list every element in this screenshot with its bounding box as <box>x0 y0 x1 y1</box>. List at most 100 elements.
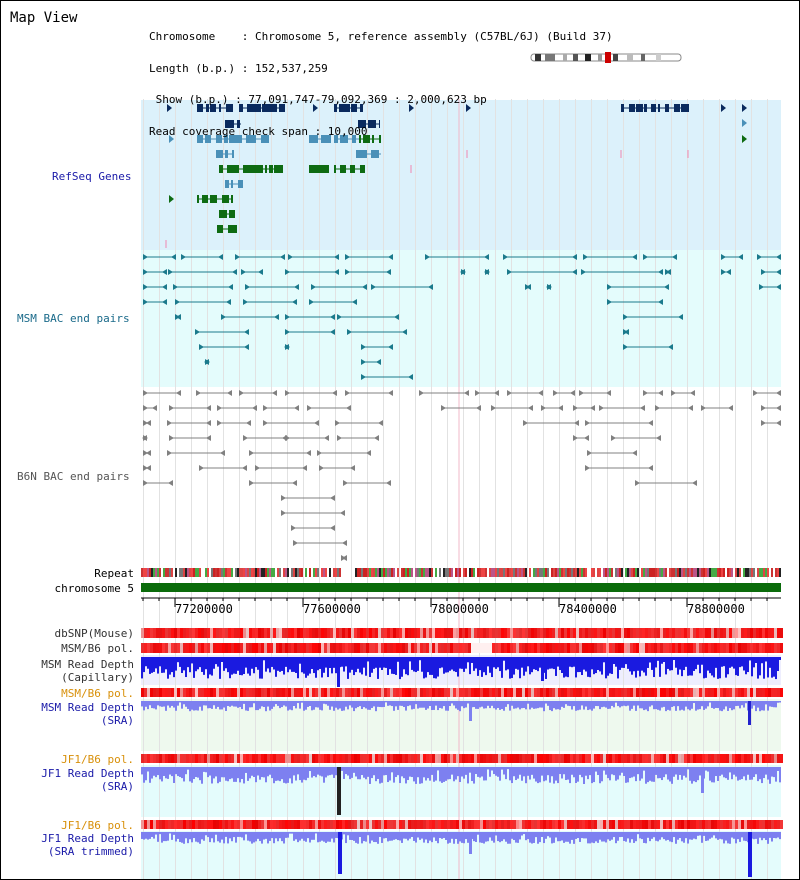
repeat-mark <box>235 568 237 577</box>
jf1-sra-depth-bar <box>629 767 631 779</box>
jf1-sra-depth-bar <box>469 767 471 773</box>
jf1-trim-depth-bar <box>301 832 303 839</box>
dbsnp-track-label[interactable]: dbSNP(Mouse) <box>54 627 134 640</box>
msm-sra-pol-heat <box>288 688 291 697</box>
msm-bac-pair-end <box>245 284 250 290</box>
b6n-bac-pair-end <box>146 465 151 471</box>
repeat-mark <box>617 568 619 577</box>
jf1-trim-depth-bar <box>171 832 173 840</box>
repeat-track-label[interactable]: Repeat <box>94 567 134 580</box>
b6n-bac-pair-end <box>590 405 595 411</box>
msm-cap-depth-bar <box>743 657 745 671</box>
jf1-trim-depth-bar <box>369 832 371 844</box>
jf1-trim-depth-bar <box>739 832 741 842</box>
jf1-sra-depth-bar <box>761 767 763 784</box>
jf1-trim-depth-bar <box>245 832 247 835</box>
msm-cap-depth-bar <box>733 657 735 669</box>
msm-pol-heat <box>333 643 336 653</box>
msm-cap-depth-bar <box>717 657 719 679</box>
jf1-pol-heat <box>708 754 711 763</box>
repeat-mark <box>775 568 777 577</box>
msm-cap-depth-label[interactable]: MSM Read Depth <box>41 658 134 671</box>
jf1-trim-pol-heat <box>687 820 690 829</box>
msm-sra-depth-bar <box>463 701 465 709</box>
jf1-sra-depth-bar <box>623 767 625 776</box>
b6n-bac-pair-end <box>272 390 277 396</box>
jf1-sra-depth-bar <box>517 767 519 779</box>
jf1-pol-heat <box>342 754 345 763</box>
jf1-trim-depth-bar <box>181 832 183 843</box>
jf1-sra-depth-bar <box>217 767 219 784</box>
msm-cap-depth-bar <box>235 657 237 674</box>
jf1-trim-depth-bar <box>477 832 479 835</box>
jf1-trim-pol-heat <box>591 820 594 829</box>
msm-sra-depth-bar <box>251 701 253 708</box>
jf1-trim-depth-bar <box>205 832 207 836</box>
jf1-trim-pol-heat <box>750 820 753 829</box>
jf1-trim-depth-bar <box>643 832 645 843</box>
dbsnp-heat <box>348 628 351 638</box>
msm-bac-track-label[interactable]: MSM BAC end pairs <box>17 312 130 325</box>
dbsnp-heat <box>432 628 435 638</box>
jf1-pol-heat <box>405 754 408 763</box>
b6n-bac-pair-end <box>475 390 480 396</box>
jf1-sra-depth-bar <box>313 767 315 777</box>
msm-sra-depth-bar <box>715 701 717 708</box>
dbsnp-heat <box>330 628 333 638</box>
msm-cap-depth-bar <box>533 657 535 670</box>
repeat-mark <box>701 568 703 577</box>
jf1-b6-pol-trim-label[interactable]: JF1/B6 pol. <box>61 819 134 832</box>
dbsnp-heat <box>684 628 687 638</box>
jf1-trim-pol-heat <box>321 820 324 829</box>
jf1-trim-pol-heat <box>765 820 768 829</box>
jf1-trim-depth-bar <box>701 832 703 843</box>
dbsnp-heat <box>726 628 729 638</box>
jf1-sra-depth-bar <box>325 767 327 778</box>
jf1-sra-depth-bar <box>335 767 337 776</box>
msm-cap-depth-bar <box>263 657 265 661</box>
length-info: Length (b.p.) : 152,537,259 <box>149 61 328 75</box>
repeat-mark <box>411 568 413 577</box>
msm-pol-heat <box>456 643 459 653</box>
jf1-sra-depth-bar <box>287 767 289 783</box>
jf1-trim-depth-bar <box>193 832 195 839</box>
jf1-sra-depth-label[interactable]: JF1 Read Depth <box>41 767 134 780</box>
jf1-trim-depth-bar <box>185 832 187 839</box>
msm-bac-pair-end <box>757 254 762 260</box>
msm-cap-depth-bar <box>401 657 403 677</box>
jf1-trim-pol-heat <box>180 820 183 829</box>
msm-sra-depth-label[interactable]: MSM Read Depth <box>41 701 134 714</box>
jf1-b6-pol-label[interactable]: JF1/B6 pol. <box>61 753 134 766</box>
gene-exon <box>356 150 358 158</box>
msm-cap-depth-bar <box>507 657 509 670</box>
b6n-bac-track-label[interactable]: B6N BAC end pairs <box>17 470 130 483</box>
refseq-track-label[interactable]: RefSeq Genes <box>52 170 132 183</box>
jf1-trim-depth-bar <box>773 832 775 838</box>
msm-pol-heat <box>399 643 402 653</box>
msm-b6-pol-sra-label[interactable]: MSM/B6 pol. <box>61 687 134 700</box>
msm-bac-pair-end <box>759 284 764 290</box>
msm-pol-heat <box>339 643 342 653</box>
jf1-trim-pol-heat <box>483 820 486 829</box>
msm-sra-depth-bar <box>289 701 291 710</box>
repeat-mark <box>377 568 379 577</box>
msm-pol-heat <box>627 643 630 653</box>
repeat-mark <box>265 568 267 577</box>
repeat-mark <box>483 568 485 577</box>
jf1-trim-depth-bar <box>373 832 375 843</box>
msm-pol-heat <box>615 643 618 653</box>
grid-line <box>255 99 256 879</box>
msm-sra-pol-heat <box>699 688 702 697</box>
dbsnp-heat <box>180 628 183 638</box>
jf1-trim-depth-bar <box>221 832 223 840</box>
jf1-trim-depth-bar <box>585 832 587 839</box>
jf1-sra-depth-bar <box>733 767 735 775</box>
jf1-pol-heat <box>330 754 333 763</box>
jf1-trim-depth-label[interactable]: JF1 Read Depth <box>41 832 134 845</box>
msm-sra-depth-bar <box>757 701 759 708</box>
jf1-sra-depth-bar <box>419 767 421 784</box>
jf1-sra-depth-bar <box>451 767 453 775</box>
msm-b6-pol-label[interactable]: MSM/B6 pol. <box>61 642 134 655</box>
msm-pol-heat <box>576 643 579 653</box>
chromosome-track-label[interactable]: chromosome 5 <box>54 582 134 595</box>
